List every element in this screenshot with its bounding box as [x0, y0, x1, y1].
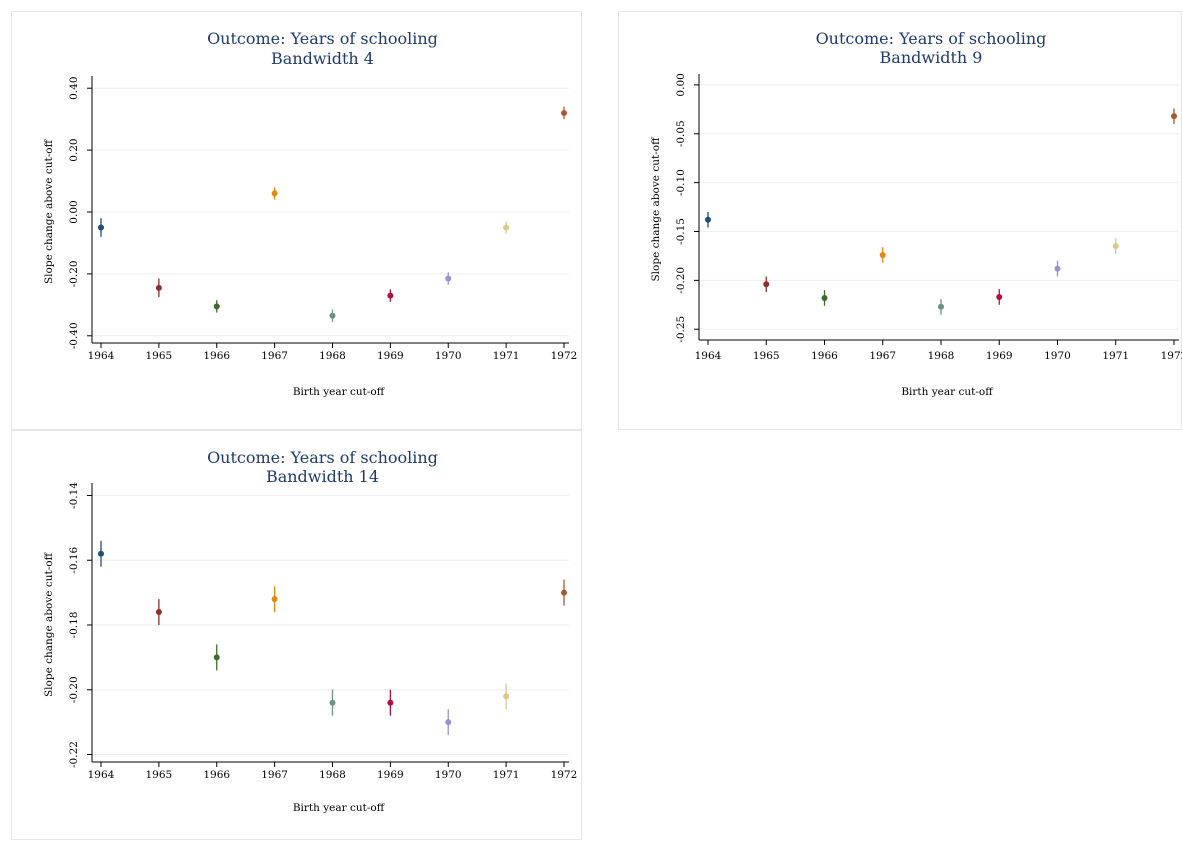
data-point — [1171, 113, 1177, 120]
x-tick-label: 1964 — [88, 769, 115, 781]
x-tick-label: 1972 — [551, 769, 578, 781]
x-tick-label: 1966 — [203, 350, 230, 362]
y-tick-label: -0.20 — [675, 267, 687, 294]
y-tick-label: -0.20 — [68, 676, 80, 703]
x-tick-label: 1964 — [695, 350, 722, 362]
data-point — [387, 699, 394, 706]
data-point — [561, 109, 567, 116]
y-tick-label: -0.10 — [675, 169, 687, 196]
data-point — [445, 719, 452, 726]
x-tick-label: 1968 — [319, 769, 346, 781]
chart-title: Outcome: Years of schooling — [816, 29, 1047, 48]
x-tick-label: 1970 — [435, 769, 462, 781]
data-point — [213, 303, 220, 310]
x-tick-label: 1970 — [435, 350, 462, 362]
data-point — [329, 312, 336, 319]
x-tick-label: 1965 — [753, 350, 780, 362]
chart-title: Outcome: Years of schooling — [207, 448, 438, 467]
x-tick-label: 1970 — [1044, 350, 1071, 362]
x-tick-label: 1966 — [203, 769, 230, 781]
chart-subtitle: Bandwidth 4 — [271, 49, 374, 68]
y-tick-label: 0.00 — [675, 73, 687, 96]
x-tick-label: 1967 — [261, 350, 288, 362]
y-tick-label: -0.22 — [68, 741, 80, 768]
data-point — [155, 284, 162, 291]
y-tick-label: -0.14 — [68, 482, 80, 509]
data-point — [821, 294, 828, 301]
y-tick-label: -0.18 — [68, 612, 80, 639]
data-point — [98, 224, 104, 231]
y-tick-label: 0.00 — [68, 200, 80, 223]
y-axis-label: Slope change above cut-off — [650, 136, 662, 282]
x-tick-label: 1969 — [377, 350, 404, 362]
data-point — [503, 693, 510, 700]
data-point — [98, 550, 104, 557]
x-tick-label: 1971 — [493, 350, 520, 362]
data-point — [387, 292, 394, 299]
x-axis-label: Birth year cut-off — [901, 386, 994, 398]
x-axis-label: Birth year cut-off — [293, 802, 386, 814]
y-tick-label: 0.20 — [68, 138, 80, 161]
y-tick-label: -0.40 — [68, 322, 80, 349]
data-point — [1112, 243, 1119, 250]
y-axis-label: Slope change above cut-off — [43, 551, 55, 697]
data-point — [271, 190, 278, 197]
x-tick-label: 1965 — [146, 350, 173, 362]
x-tick-label: 1966 — [811, 350, 838, 362]
chart-title: Outcome: Years of schooling — [207, 29, 438, 48]
x-tick-label: 1968 — [928, 350, 955, 362]
x-tick-label: 1971 — [1102, 350, 1129, 362]
chart-panel-bandwidth-4: Outcome: Years of schooling Bandwidth 4 0.… — [11, 11, 582, 430]
y-tick-label: -0.15 — [675, 218, 687, 245]
data-point — [705, 216, 711, 223]
x-tick-label: 1968 — [319, 350, 346, 362]
x-tick-label: 1972 — [551, 350, 578, 362]
x-tick-label: 1971 — [493, 769, 520, 781]
x-tick-label: 1972 — [1161, 350, 1182, 362]
chart-subtitle: Bandwidth 14 — [266, 467, 379, 486]
data-point — [1054, 265, 1061, 272]
x-tick-label: 1967 — [869, 350, 896, 362]
x-axis-label: Birth year cut-off — [293, 386, 386, 398]
y-tick-label: -0.05 — [675, 120, 687, 147]
data-point — [155, 609, 162, 616]
data-point — [938, 303, 944, 310]
chart-panel-bandwidth-9: Outcome: Years of schooling Bandwidth 9 0.… — [618, 11, 1182, 430]
data-point — [879, 251, 886, 258]
data-point — [996, 293, 1003, 300]
chart-subtitle: Bandwidth 9 — [880, 48, 983, 67]
data-point — [271, 596, 278, 603]
x-tick-label: 1969 — [986, 350, 1013, 362]
data-point — [213, 654, 220, 661]
data-point — [561, 589, 567, 596]
data-point — [329, 699, 336, 706]
y-tick-label: -0.25 — [675, 316, 687, 343]
x-tick-label: 1969 — [377, 769, 404, 781]
x-tick-label: 1965 — [146, 769, 173, 781]
x-tick-label: 1964 — [88, 350, 115, 362]
data-point — [503, 224, 510, 231]
data-point — [763, 281, 770, 288]
data-point — [445, 275, 452, 282]
y-tick-label: -0.16 — [68, 546, 80, 573]
y-tick-label: -0.20 — [68, 260, 80, 287]
y-axis-label: Slope change above cut-off — [43, 138, 55, 284]
x-tick-label: 1967 — [261, 769, 288, 781]
y-tick-label: 0.40 — [68, 76, 80, 99]
chart-panel-bandwidth-14: Outcome: Years of schooling Bandwidth 14 -… — [11, 430, 582, 840]
